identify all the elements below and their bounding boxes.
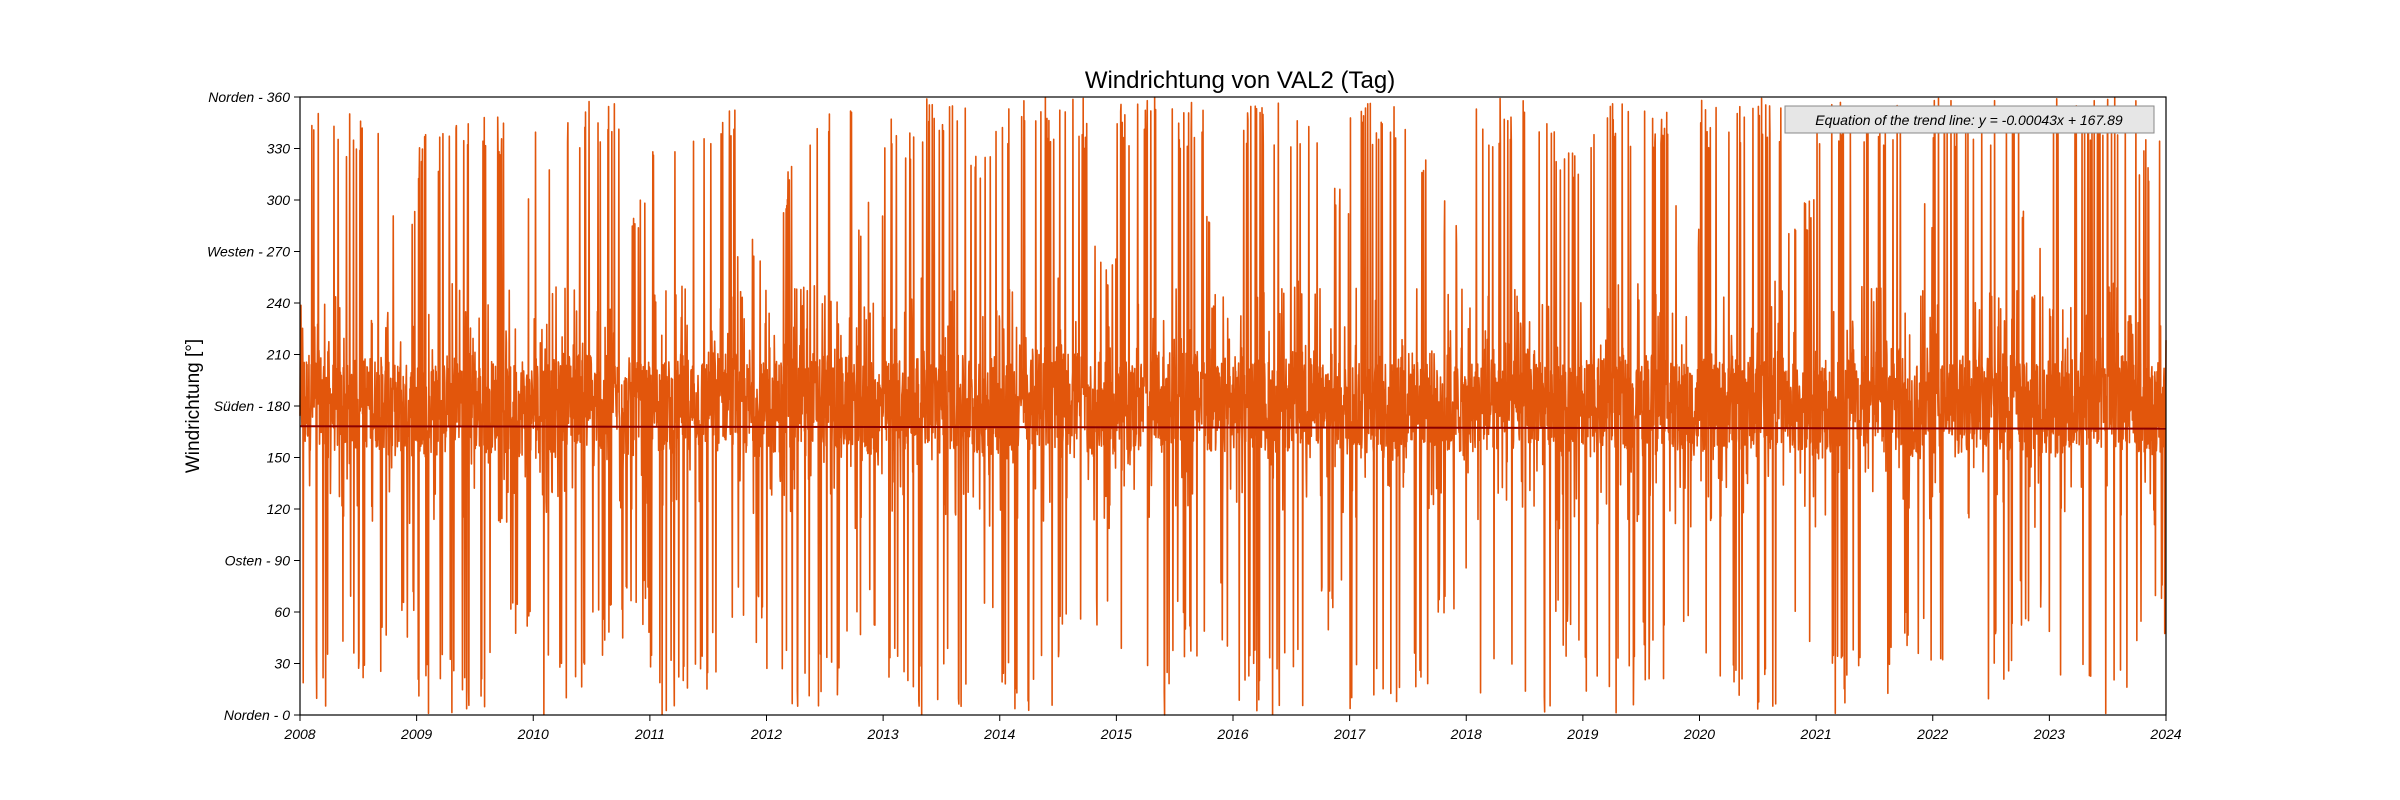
trend-equation-text: Equation of the trend line: y = -0.00043… xyxy=(1815,112,2123,128)
x-tick-label: 2012 xyxy=(750,726,782,742)
x-axis: 2008 2009 2010 2011 2012 2013 2014 2015 2016 2017… xyxy=(283,715,2182,742)
chart-title: Windrichtung von VAL2 (Tag) xyxy=(1085,67,1395,94)
y-axis: Norden - 0 30 60 Osten - 90 120 150 Süden - 18… xyxy=(207,89,300,723)
trend-equation-box: Equation of the trend line: y = -0.00043… xyxy=(1784,105,2155,134)
y-tick-label: Norden - 0 xyxy=(224,707,290,723)
plot-area: 2008 2009 2010 2011 2012 2013 2014 2015 2016 2017… xyxy=(207,89,2182,742)
y-tick-label: Osten - 90 xyxy=(225,553,291,569)
x-tick-label: 2018 xyxy=(1450,726,1482,742)
y-tick-label: 330 xyxy=(267,141,291,157)
x-tick-label: 2021 xyxy=(1800,726,1832,742)
y-tick-label: 30 xyxy=(274,656,290,672)
trend-line xyxy=(299,425,2167,430)
x-tick-label: 2013 xyxy=(867,726,899,742)
x-tick-label: 2011 xyxy=(634,726,665,742)
y-tick-label: Norden - 360 xyxy=(208,89,290,105)
y-tick-label: Westen - 270 xyxy=(207,244,290,260)
series-layer xyxy=(299,96,2167,716)
x-tick-label: 2008 xyxy=(283,726,315,742)
x-tick-label: 2009 xyxy=(400,726,432,742)
y-tick-label: 60 xyxy=(274,604,290,620)
x-tick-label: 2017 xyxy=(1333,726,1366,742)
trend-equation-background xyxy=(1784,105,2155,134)
y-tick-label: Süden - 180 xyxy=(214,398,290,414)
x-tick-label: 2022 xyxy=(1916,726,1948,742)
x-tick-label: 2024 xyxy=(2149,726,2181,742)
y-axis-label: Windrichtung [°] xyxy=(183,339,204,473)
trend-layer xyxy=(299,425,2167,430)
x-tick-label: 2015 xyxy=(1100,726,1132,742)
x-tick-label: 2014 xyxy=(983,726,1015,742)
y-tick-label: 120 xyxy=(267,501,291,517)
x-tick-label: 2019 xyxy=(1566,726,1598,742)
x-tick-label: 2023 xyxy=(2033,726,2065,742)
y-tick-label: 150 xyxy=(267,450,291,466)
x-tick-label: 2020 xyxy=(1683,726,1715,742)
x-tick-label: 2016 xyxy=(1216,726,1248,742)
y-tick-label: 300 xyxy=(267,192,291,208)
series-line xyxy=(299,96,2167,716)
x-tick-label: 2010 xyxy=(517,726,549,742)
y-tick-label: 210 xyxy=(266,347,291,363)
y-tick-label: 240 xyxy=(266,295,291,311)
